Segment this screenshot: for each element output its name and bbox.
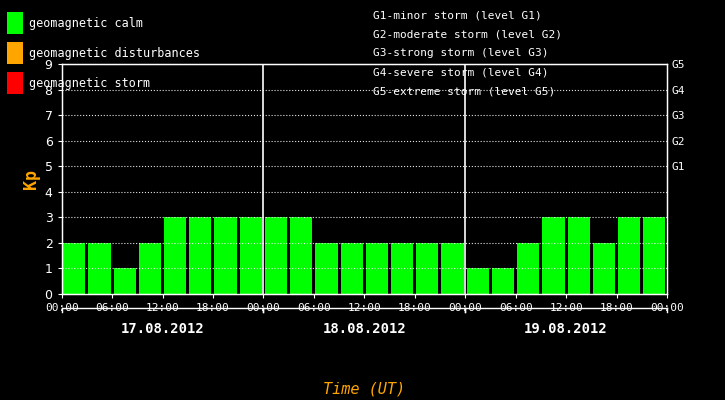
Bar: [114, 268, 136, 294]
Text: Time (UT): Time (UT): [323, 381, 405, 396]
Bar: [63, 243, 86, 294]
Bar: [138, 243, 161, 294]
Text: G3-strong storm (level G3): G3-strong storm (level G3): [373, 48, 549, 58]
Bar: [315, 243, 338, 294]
Bar: [290, 217, 312, 294]
Text: 17.08.2012: 17.08.2012: [120, 322, 204, 336]
Text: G5-extreme storm (level G5): G5-extreme storm (level G5): [373, 87, 555, 97]
Bar: [467, 268, 489, 294]
Text: 19.08.2012: 19.08.2012: [524, 322, 608, 336]
Bar: [517, 243, 539, 294]
Bar: [215, 217, 236, 294]
Text: geomagnetic calm: geomagnetic calm: [29, 16, 143, 30]
Bar: [416, 243, 439, 294]
Y-axis label: Kp: Kp: [22, 169, 41, 189]
Bar: [164, 217, 186, 294]
Bar: [643, 217, 666, 294]
Bar: [618, 217, 640, 294]
Text: G1-minor storm (level G1): G1-minor storm (level G1): [373, 10, 542, 20]
Text: 18.08.2012: 18.08.2012: [323, 322, 406, 336]
Bar: [265, 217, 287, 294]
Bar: [442, 243, 464, 294]
Bar: [240, 217, 262, 294]
Bar: [593, 243, 615, 294]
Bar: [391, 243, 413, 294]
Text: geomagnetic disturbances: geomagnetic disturbances: [29, 46, 200, 60]
Bar: [492, 268, 514, 294]
Bar: [366, 243, 388, 294]
Bar: [341, 243, 362, 294]
Text: G4-severe storm (level G4): G4-severe storm (level G4): [373, 68, 549, 78]
Bar: [88, 243, 110, 294]
Bar: [189, 217, 212, 294]
Bar: [542, 217, 565, 294]
Text: G2-moderate storm (level G2): G2-moderate storm (level G2): [373, 29, 563, 39]
Bar: [568, 217, 590, 294]
Text: geomagnetic storm: geomagnetic storm: [29, 76, 150, 90]
